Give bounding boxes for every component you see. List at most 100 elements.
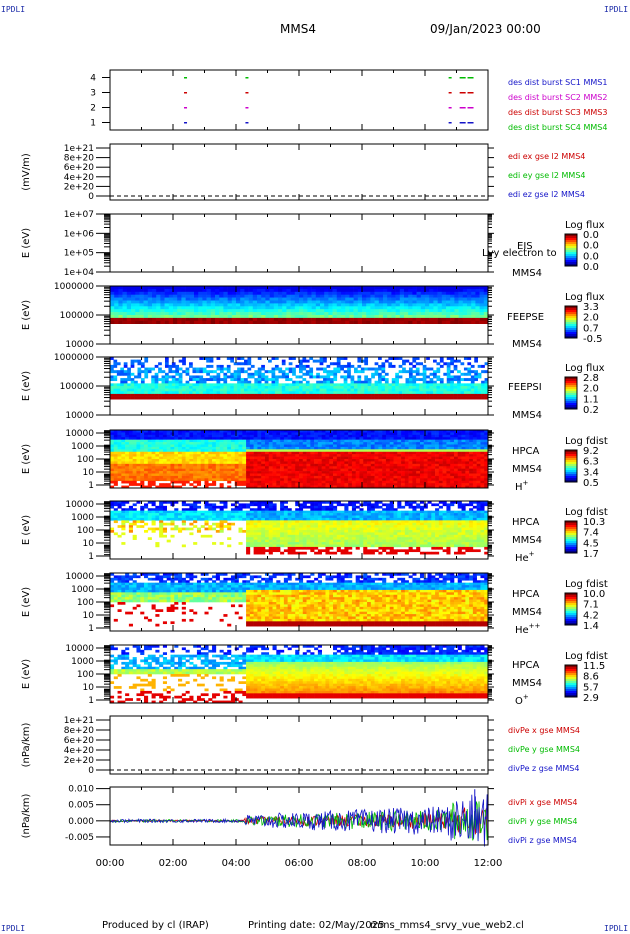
spectrogram-cell (446, 434, 451, 438)
spectrogram-cell (343, 393, 348, 397)
spectrogram-cell (158, 362, 162, 366)
spectrogram-cell (303, 294, 308, 298)
spectrogram-cell (336, 309, 342, 313)
spectrogram-cell (423, 468, 428, 472)
spectrogram-cell (484, 370, 489, 374)
spectrogram-cell (387, 297, 392, 301)
spectrogram-cell (280, 473, 285, 477)
spectrogram-cell (204, 466, 209, 469)
spectrogram-cell (306, 459, 311, 462)
spectrogram-cell (393, 432, 398, 436)
spectrogram-cell (151, 367, 155, 371)
spectrogram-cell (134, 393, 138, 397)
spectrogram-cell (252, 297, 258, 301)
spectrogram-cell (231, 317, 237, 322)
spectrogram-cell (470, 386, 475, 389)
spectrogram-cell (254, 388, 259, 392)
spectrogram-cell (208, 430, 213, 433)
spectrogram-cell (423, 430, 428, 433)
burst-mark (245, 77, 249, 79)
spectrogram-cell (348, 478, 353, 482)
spectrogram-cell (271, 386, 276, 389)
spectrogram-cell (257, 442, 262, 445)
spectrogram-cell (128, 478, 133, 482)
y-tick-label: 100000 (60, 382, 95, 392)
spectrogram-cell (340, 454, 345, 457)
spectrogram-cell (178, 442, 183, 445)
spectrogram-cell (212, 463, 217, 467)
spectrogram-cell (283, 480, 288, 484)
spectrogram-cell (367, 442, 372, 445)
spectrogram-cell (199, 393, 204, 397)
spectrogram-cell (438, 430, 443, 433)
spectrogram-cell (336, 473, 341, 477)
spectrogram-cell (404, 466, 409, 469)
spectrogram-cell (370, 437, 375, 440)
spectrogram-cell (328, 300, 333, 304)
spectrogram-cell (164, 317, 170, 322)
spectrogram-cell (122, 291, 128, 295)
spectrogram-cell (320, 297, 325, 301)
spectrogram-cell (302, 475, 307, 479)
spectrogram-cell (189, 459, 194, 462)
spectrogram-cell (132, 459, 137, 462)
spectrogram-cell (237, 370, 241, 374)
spectrogram-cell (144, 383, 149, 387)
spectrogram-cell (226, 364, 231, 368)
spectrogram-cell (292, 357, 296, 360)
spectrogram-cell (261, 396, 265, 400)
spectrogram-cell (364, 388, 369, 392)
spectrogram-cell (458, 294, 464, 298)
spectrogram-cell (317, 432, 322, 436)
spectrogram-cell (261, 483, 266, 486)
spectrogram-cell (210, 291, 216, 295)
spectrogram-cell (401, 480, 406, 484)
spectrogram-cell (264, 437, 270, 440)
spectrogram-cell (171, 383, 176, 387)
spectrogram-cell (223, 393, 228, 397)
spectrogram-cell (366, 294, 371, 298)
spectrogram-cell (223, 300, 228, 304)
spectrogram-cell (268, 446, 273, 450)
spectrogram-cell (181, 309, 186, 313)
spectrogram-cell (215, 309, 220, 313)
spectrogram-cell (294, 312, 300, 316)
spectrogram-cell (336, 475, 341, 479)
spectrogram-cell (227, 461, 232, 465)
legend-entry: edi ex gse l2 MMS4 (508, 152, 585, 161)
spectrogram-cell (385, 454, 391, 457)
spectrogram-cell (353, 317, 359, 322)
spectrogram-cell (261, 391, 265, 395)
spectrogram-cell (378, 317, 384, 322)
spectrogram-cell (355, 466, 360, 469)
spectrogram-cell (382, 461, 387, 465)
spectrogram-cell (144, 437, 149, 440)
spectrogram-cell (321, 430, 326, 433)
spectrogram-cell (302, 444, 307, 448)
spectrogram-cell (393, 430, 398, 433)
spectrogram-cell (257, 434, 262, 438)
spectrogram-cell (128, 463, 133, 467)
spectrogram-cell (446, 485, 451, 489)
spectrogram-cell (140, 449, 145, 453)
date-title: 09/Jan/2023 00:00 (430, 22, 541, 36)
spectrogram-cell (438, 478, 443, 482)
spectrogram-cell (286, 317, 291, 322)
spectrogram-cell (419, 449, 425, 453)
spectrogram-cell (161, 393, 166, 397)
spectrogram-cell (463, 396, 468, 400)
spectrogram-cell (422, 364, 427, 368)
spectrogram-cell (113, 451, 118, 455)
spectrogram-cell (336, 439, 341, 443)
spectrogram-cell (265, 291, 270, 295)
spectrogram-cell (219, 483, 224, 486)
spectrogram-cell (435, 446, 440, 450)
spectrogram-cell (210, 300, 216, 304)
spectrogram-cell (408, 315, 413, 319)
spectrogram-cell (278, 375, 283, 379)
spectrogram-cell (139, 291, 144, 295)
colorbar-segment (565, 385, 577, 388)
spectrogram-cell (261, 434, 266, 438)
spectrogram-cell (170, 478, 175, 482)
spectrogram-cell (362, 312, 367, 316)
